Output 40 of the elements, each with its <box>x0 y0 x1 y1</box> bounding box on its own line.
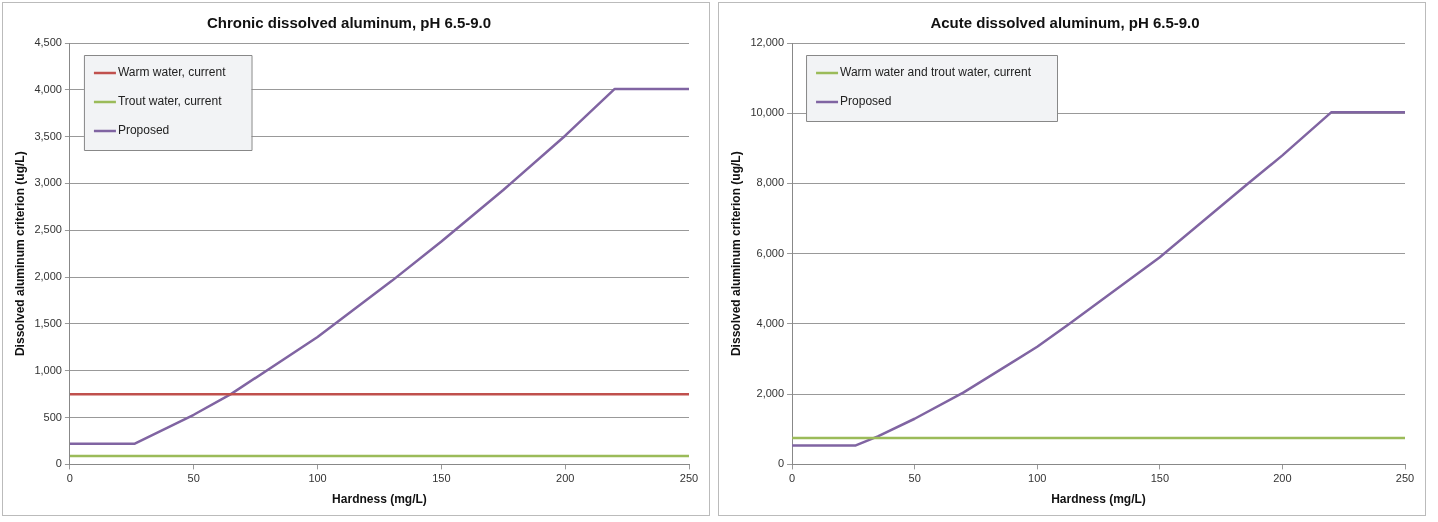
y-tick-label: 1,000 <box>34 363 62 376</box>
y-tick-label: 500 <box>43 410 62 423</box>
x-axis-title: Hardness (mg/L) <box>1051 492 1146 507</box>
x-tick-label: 100 <box>1028 472 1047 485</box>
x-tick-label: 0 <box>66 472 73 485</box>
chart-title: Acute dissolved aluminum, pH 6.5-9.0 <box>930 14 1200 32</box>
x-tick-label: 100 <box>308 472 327 485</box>
legend-label: Trout water, current <box>117 94 223 109</box>
y-axis-title: Dissolved aluminum criterion (ug/L) <box>728 151 743 357</box>
legend-label: Warm water and trout water, current <box>840 65 1032 80</box>
x-tick-label: 250 <box>679 472 699 485</box>
y-tick-label: 2,500 <box>34 223 62 236</box>
y-tick-label: 4,000 <box>34 82 62 95</box>
y-tick-label: 3,500 <box>34 129 62 142</box>
y-tick-label: 4,500 <box>34 36 62 49</box>
y-tick-label: 3,000 <box>34 176 62 189</box>
chart-title: Chronic dissolved aluminum, pH 6.5-9.0 <box>206 14 492 32</box>
y-tick-label: 4,000 <box>756 316 785 329</box>
legend-label: Proposed <box>840 94 892 109</box>
y-tick-label: 12,000 <box>750 36 785 49</box>
x-axis-title: Hardness (mg/L) <box>332 492 427 507</box>
x-tick-label: 0 <box>788 472 796 485</box>
x-tick-label: 150 <box>432 472 451 485</box>
x-tick-label: 50 <box>187 472 200 485</box>
y-tick-label: 8,000 <box>756 176 785 189</box>
y-axis-title: Dissolved aluminum criterion (ug/L) <box>12 151 27 357</box>
y-tick-label: 0 <box>777 457 785 470</box>
x-tick-label: 50 <box>908 472 921 485</box>
x-tick-label: 150 <box>1150 472 1169 485</box>
y-tick-label: 1,500 <box>34 316 62 329</box>
x-tick-label: 200 <box>1273 472 1292 485</box>
y-tick-label: 6,000 <box>756 246 785 259</box>
y-tick-label: 2,000 <box>756 387 785 400</box>
y-tick-label: 2,000 <box>34 270 62 283</box>
y-tick-label: 0 <box>55 457 62 470</box>
y-tick-label: 10,000 <box>750 106 785 119</box>
legend-label: Warm water, current <box>117 65 227 80</box>
x-tick-label: 200 <box>556 472 575 485</box>
legend-label: Proposed <box>117 123 170 138</box>
x-tick-label: 250 <box>1395 472 1415 485</box>
